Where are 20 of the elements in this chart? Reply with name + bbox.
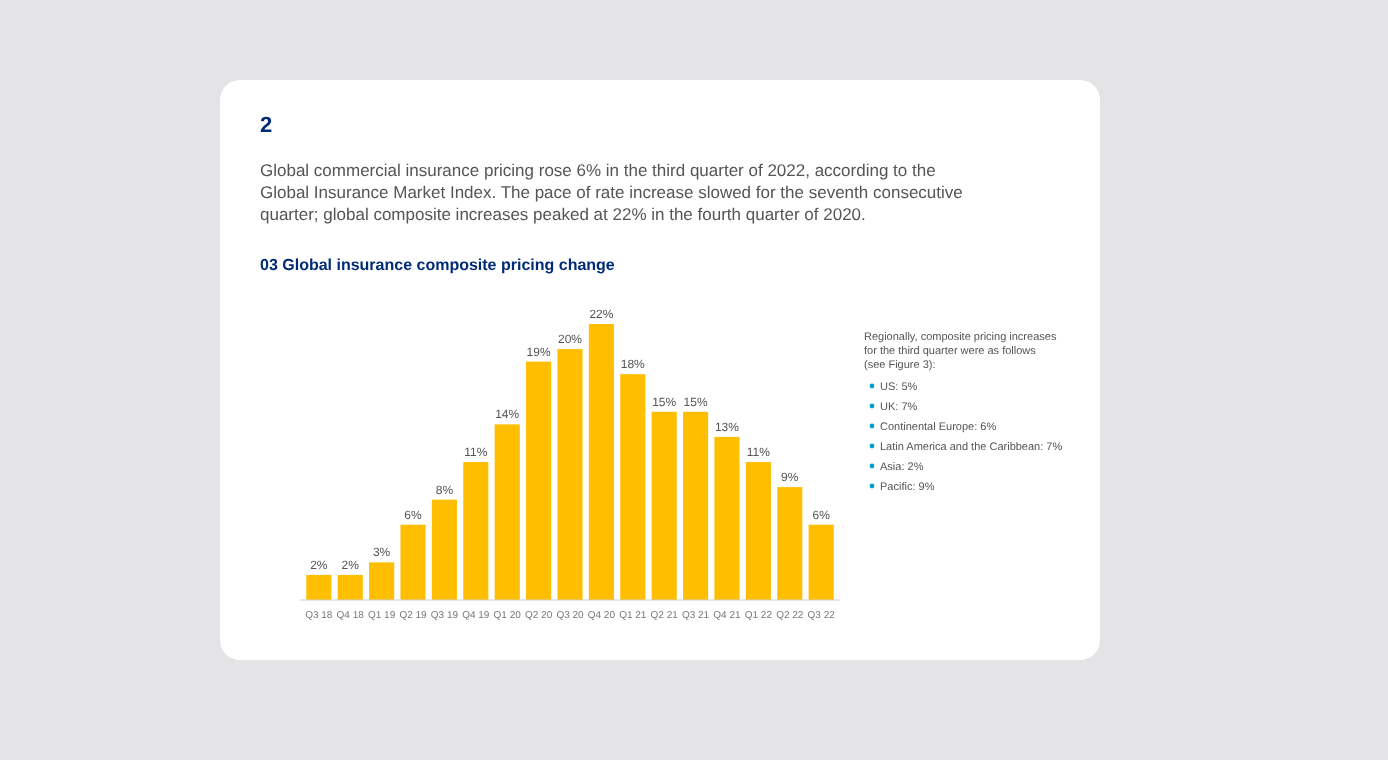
bar xyxy=(808,524,834,600)
bar xyxy=(714,436,740,600)
bar xyxy=(620,374,646,600)
bar xyxy=(557,349,583,600)
chart-subtitle: Global commercial insurance pricing rose 6% in the third quarter of 2022, according to the Global Insurance Market Index. The pace of rate increase slowed for the seventh consecutive quarter; global composite increases peaked at 22% in the fourth quarter of 2020. xyxy=(260,160,964,224)
chart-title: 03 Global insurance composite pricing change xyxy=(260,256,616,274)
bar xyxy=(745,462,771,600)
bar xyxy=(306,574,332,600)
bar xyxy=(463,462,489,600)
bar xyxy=(400,524,426,600)
bar xyxy=(431,499,457,600)
bar xyxy=(651,411,677,600)
bar xyxy=(777,487,803,600)
bar xyxy=(588,324,614,600)
bar xyxy=(494,424,520,600)
bar xyxy=(337,574,363,600)
bar xyxy=(683,411,709,600)
bar xyxy=(526,361,552,600)
text: 2 xyxy=(260,114,273,138)
bar xyxy=(369,562,395,600)
